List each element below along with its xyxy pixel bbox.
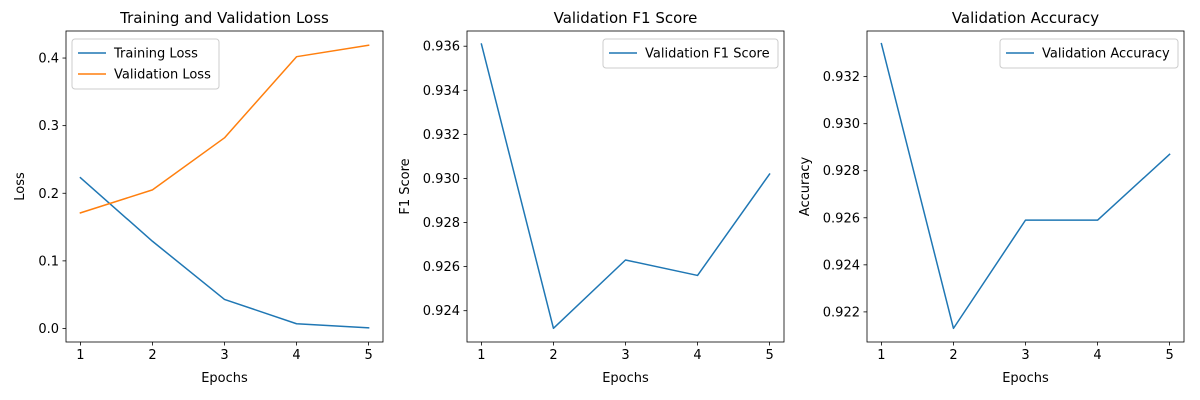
y-tick-label: 0.926 — [823, 211, 860, 226]
y-tick-label: 0.922 — [823, 305, 860, 320]
y-tick-label: 0.4 — [38, 52, 59, 67]
x-tick-label: 1 — [877, 348, 885, 363]
x-tick-label: 4 — [292, 348, 300, 363]
series-line-2 — [79, 44, 370, 214]
y-tick-label: 0.924 — [823, 258, 860, 273]
legend-label: Training Loss — [113, 47, 198, 62]
legend: Training Loss Validation Loss — [71, 38, 220, 90]
y-tick-label: 0.2 — [38, 187, 59, 202]
chart-panel-1: Training and Validation Loss 1 2 3 4 5 0.0 0.1 0… — [13, 9, 384, 386]
legend-label: Validation Accuracy — [1042, 47, 1170, 62]
x-tick-label: 5 — [364, 348, 372, 363]
y-tick-label: 0.934 — [423, 84, 460, 99]
y-tick-label: 0.932 — [823, 70, 860, 85]
x-tick-label: 2 — [549, 348, 557, 363]
axes-frame — [466, 30, 785, 343]
y-tick-label: 0.930 — [823, 117, 860, 132]
x-tick-label: 5 — [765, 348, 773, 363]
x-tick-label: 4 — [1093, 348, 1101, 363]
y-axis-label: Loss — [13, 172, 28, 201]
x-tick-label: 2 — [949, 348, 957, 363]
y-tick-label: 0.936 — [423, 40, 460, 55]
chart-title: Training and Validation Loss — [119, 9, 329, 27]
legend-label: Validation F1 Score — [645, 47, 770, 62]
chart-title: Validation Accuracy — [952, 9, 1099, 27]
chart-panel-2: Validation F1 Score 1 2 3 4 5 0.924 0.926 0.928 0… — [398, 9, 785, 386]
legend-box — [71, 38, 220, 90]
y-axis-label: F1 Score — [398, 158, 413, 214]
y-tick-label: 0.0 — [38, 322, 59, 337]
x-tick-label: 3 — [621, 348, 629, 363]
series-line-1 — [880, 42, 1171, 330]
series-line-1 — [480, 43, 771, 330]
x-tick-label: 1 — [76, 348, 84, 363]
x-axis-label: Epochs — [602, 371, 649, 386]
axes-frame — [866, 30, 1185, 343]
y-tick-label: 0.1 — [38, 254, 59, 269]
legend-box — [999, 38, 1179, 69]
x-tick-label: 3 — [220, 348, 228, 363]
legend: Validation F1 Score — [602, 38, 779, 69]
x-axis-label: Epochs — [201, 371, 248, 386]
x-tick-label: 3 — [1021, 348, 1029, 363]
x-tick-label: 2 — [148, 348, 156, 363]
x-tick-label: 1 — [477, 348, 485, 363]
x-tick-label: 4 — [693, 348, 701, 363]
y-tick-label: 0.932 — [423, 128, 460, 143]
y-tick-label: 0.926 — [423, 260, 460, 275]
x-tick-label: 5 — [1165, 348, 1173, 363]
legend: Validation Accuracy — [999, 38, 1179, 69]
legend-box — [602, 38, 779, 69]
y-tick-label: 0.928 — [423, 216, 460, 231]
y-tick-label: 0.3 — [38, 119, 59, 134]
chart-panel-3: Validation Accuracy 1 2 3 4 5 0.922 0.924 0.926 0… — [798, 9, 1185, 386]
y-tick-label: 0.928 — [823, 164, 860, 179]
y-axis-label: Accuracy — [798, 157, 813, 217]
x-axis-label: Epochs — [1002, 371, 1049, 386]
y-tick-label: 0.930 — [423, 172, 460, 187]
legend-label: Validation Loss — [114, 68, 211, 83]
series-line-1 — [79, 176, 370, 329]
y-tick-label: 0.924 — [423, 304, 460, 319]
chart-title: Validation F1 Score — [554, 9, 698, 27]
